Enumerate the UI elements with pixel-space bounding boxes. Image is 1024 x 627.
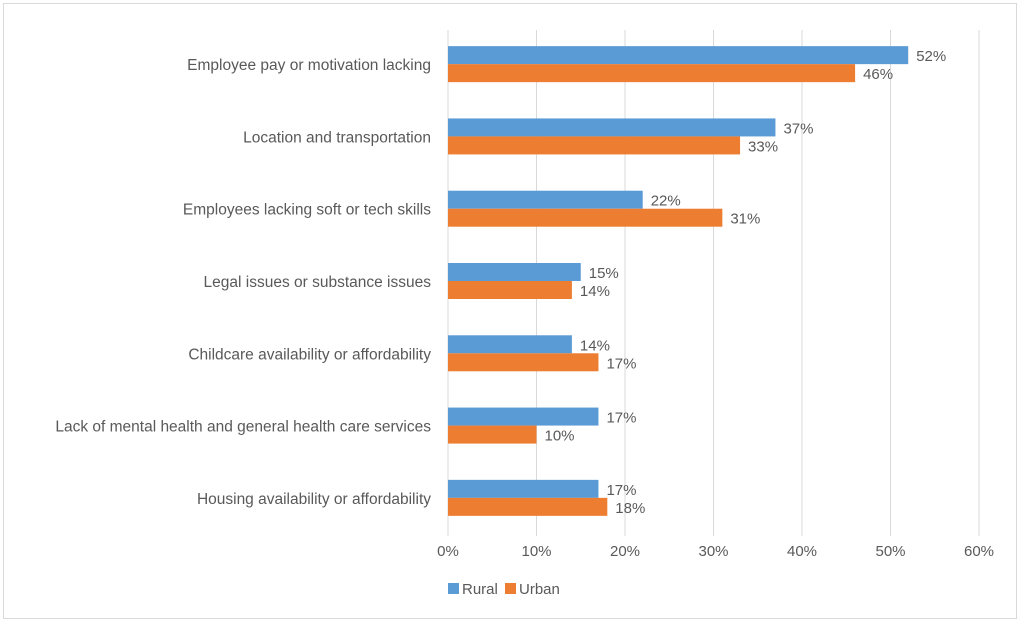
x-tick-label: 60% xyxy=(964,543,994,560)
bar-rural xyxy=(448,335,572,354)
category-label: Childcare availability or affordability xyxy=(188,346,431,363)
bar-urban xyxy=(448,64,856,83)
x-tick-label: 30% xyxy=(698,543,728,560)
bar-urban xyxy=(448,136,741,155)
data-label-rural: 52% xyxy=(916,48,946,65)
bar-urban xyxy=(448,208,723,227)
data-label-urban: 17% xyxy=(606,355,636,372)
data-label-rural: 14% xyxy=(580,337,610,354)
data-label-rural: 17% xyxy=(606,482,636,499)
data-label-urban: 31% xyxy=(730,211,760,228)
category-label: Employees lacking soft or tech skills xyxy=(183,202,431,219)
data-label-rural: 17% xyxy=(606,410,636,427)
legend-swatch-urban xyxy=(505,583,516,594)
data-label-rural: 15% xyxy=(589,265,619,282)
category-label: Housing availability or affordability xyxy=(197,491,431,508)
legend-label-urban: Urban xyxy=(519,581,560,598)
x-tick-label: 50% xyxy=(875,543,905,560)
bar-rural xyxy=(448,263,581,281)
x-tick-label: 40% xyxy=(787,543,817,560)
bar-rural xyxy=(448,479,599,498)
data-label-urban: 46% xyxy=(863,66,893,83)
bar-urban xyxy=(448,281,572,299)
bar-rural xyxy=(448,190,643,209)
category-label: Lack of mental health and general health… xyxy=(55,419,431,436)
bar-rural xyxy=(448,407,599,426)
data-label-urban: 18% xyxy=(615,500,645,517)
x-tick-label: 0% xyxy=(437,543,459,560)
bar-urban xyxy=(448,353,599,372)
bar-urban xyxy=(448,497,608,516)
data-label-urban: 14% xyxy=(580,283,610,300)
bar-rural xyxy=(448,46,909,65)
bar-urban xyxy=(448,425,537,444)
category-label: Employee pay or motivation lacking xyxy=(187,57,431,74)
data-label-rural: 37% xyxy=(783,120,813,137)
bar-rural xyxy=(448,118,776,137)
legend-swatch-rural xyxy=(448,583,459,594)
legend-label-rural: Rural xyxy=(462,581,498,598)
category-label: Location and transportation xyxy=(243,129,431,146)
x-tick-label: 10% xyxy=(521,543,551,560)
data-label-rural: 22% xyxy=(651,193,681,210)
x-tick-label: 20% xyxy=(610,543,640,560)
data-label-urban: 10% xyxy=(545,428,575,445)
data-label-urban: 33% xyxy=(748,138,778,155)
category-label: Legal issues or substance issues xyxy=(204,274,432,291)
chart-frame xyxy=(3,3,1017,619)
